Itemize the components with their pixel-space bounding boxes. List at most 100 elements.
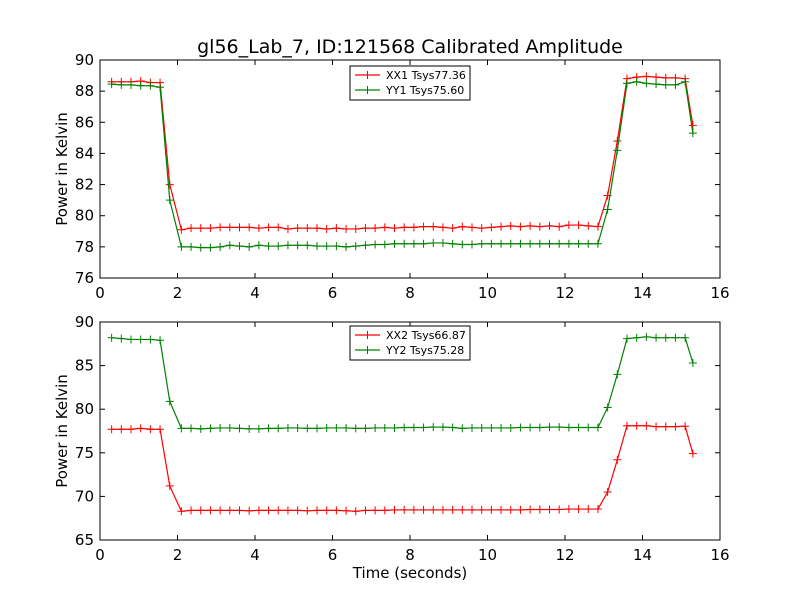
data-point-marker [535,222,544,231]
data-point-marker [196,224,205,233]
y-axis-label: Power in Kelvin [53,374,71,488]
data-point-marker [216,506,225,515]
data-point-marker [156,83,165,92]
data-point-marker [555,423,564,432]
data-point-marker [177,424,186,433]
data-point-marker [390,239,399,248]
legend: XX1 Tsys77.36 YY1 Tsys75.60 [349,65,471,101]
data-point-marker [264,242,273,251]
data-point-marker [274,506,283,515]
data-point-marker [245,424,254,433]
data-point-marker [477,505,486,514]
data-point-marker [632,421,641,430]
data-point-marker [117,80,126,89]
legend-entry-label: XX2 Tsys66.87 [386,329,466,342]
data-point-marker [322,423,331,432]
x-tick-label: 2 [173,546,183,564]
data-point-marker [225,506,234,515]
data-point-marker [477,239,486,248]
data-point-marker [438,238,447,247]
data-point-marker [380,223,389,232]
data-point-marker [555,505,564,514]
data-point-marker [652,80,661,89]
data-point-marker [136,424,145,433]
data-point-marker [545,239,554,248]
data-point-marker [526,505,535,514]
data-point-marker [506,423,515,432]
data-point-marker [477,423,486,432]
x-axis-label: Time (seconds) [352,564,468,582]
data-point-marker [642,332,651,341]
data-point-marker [332,506,341,515]
top-subplot: 0 2 4 6 8 10 12 14 16 76 78 80 82 84 86 88 90 Power in Ke… [53,51,730,302]
data-point-marker [642,421,651,430]
data-point-marker [136,335,145,344]
legend-entry-label: XX1 Tsys77.36 [386,69,466,82]
data-point-marker [156,425,165,434]
data-point-marker [332,423,341,432]
data-point-marker [216,242,225,251]
data-point-marker [361,224,370,233]
x-tick-label: 6 [328,546,338,564]
data-point-marker [254,224,263,233]
data-point-marker [448,239,457,248]
data-point-marker [136,81,145,90]
data-point-marker [361,241,370,250]
data-point-marker [468,240,476,249]
x-tick-label: 16 [710,546,729,564]
data-point-marker [351,507,360,516]
data-point-marker [574,505,583,514]
data-point-marker [196,424,205,433]
x-tick-label: 10 [478,284,497,302]
x-tick-label: 8 [405,284,415,302]
x-tick-label: 4 [250,546,260,564]
data-point-marker [322,242,331,251]
data-point-marker [187,224,196,233]
data-point-marker [603,205,612,214]
x-tick-label: 8 [405,546,415,564]
y-axis-label: Power in Kelvin [53,112,71,226]
data-point-marker [177,225,186,234]
x-tick-label: 0 [95,546,105,564]
data-point-marker [497,505,506,514]
data-point-marker [419,423,428,432]
data-point-marker [438,505,447,514]
data-point-marker [661,333,670,342]
data-point-marker [632,77,641,86]
data-point-marker [564,239,573,248]
data-point-marker [235,242,244,251]
data-point-marker [593,423,602,432]
data-point-marker [409,423,418,432]
y-tick-label: 84 [75,144,94,162]
data-point-marker [555,239,564,248]
data-point-marker [293,224,302,233]
data-point-marker [593,239,602,248]
y-tick-label: 90 [75,313,94,331]
data-point-marker [165,481,174,490]
data-point-marker [390,505,399,514]
data-point-marker [187,242,196,251]
data-point-marker [235,424,244,433]
data-point-marker [688,121,697,130]
data-point-marker [332,224,341,233]
data-point-marker [613,455,622,464]
data-point-marker [107,80,116,89]
data-point-marker [332,242,341,251]
data-point-marker [165,196,174,205]
data-point-marker [661,73,670,82]
y-tick-label: 86 [75,113,94,131]
data-point-marker [438,223,447,232]
data-point-marker [371,506,380,515]
x-tick-label: 0 [95,284,105,302]
data-point-marker [264,223,273,232]
data-point-marker [313,224,321,233]
data-point-marker [371,224,380,233]
data-point-marker [390,423,399,432]
data-point-marker [206,224,215,233]
data-point-marker [146,81,155,90]
data-point-marker [555,222,564,231]
data-point-marker [216,223,225,232]
data-point-marker [146,425,155,434]
data-point-marker [545,505,554,514]
data-point-marker [671,333,680,342]
